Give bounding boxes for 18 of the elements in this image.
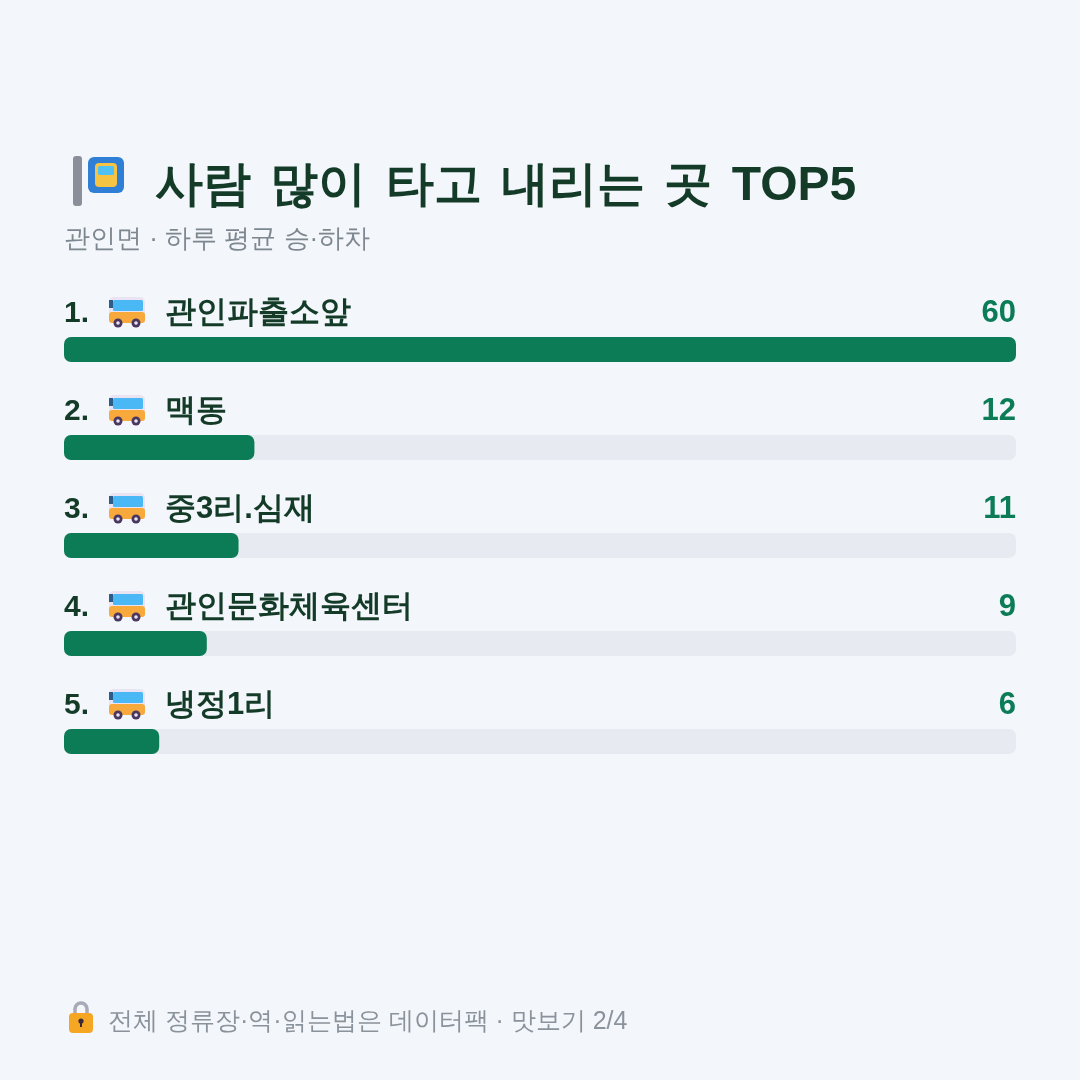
data-label: 60 — [981, 294, 1016, 329]
category: 관인파출소앞 — [165, 294, 351, 329]
data-label: 9 — [998, 588, 1016, 623]
category-rank: 4. — [64, 589, 90, 622]
category: 중3리.심재 — [165, 490, 315, 525]
category: 맥동 — [165, 392, 227, 427]
category-rank: 3. — [64, 491, 90, 524]
data-label: 11 — [983, 490, 1016, 525]
category-rank: 1. — [64, 295, 90, 328]
category: 관인문화체육센터 — [165, 588, 413, 623]
title: 사람 많이 타고 내리는 곳 TOP5 — [155, 157, 857, 210]
subtitle: 관인면 · 하루 평균 승·하차 — [64, 223, 371, 253]
annotation: 전체 정류장·역·읽는법은 데이터팩 · 맛보기 2/4 — [108, 1006, 628, 1034]
category: 냉정1리 — [165, 686, 276, 721]
category-rank: 5. — [64, 687, 90, 720]
data-label: 12 — [981, 392, 1016, 427]
category-rank: 2. — [64, 393, 90, 426]
data-label: 6 — [998, 686, 1016, 721]
